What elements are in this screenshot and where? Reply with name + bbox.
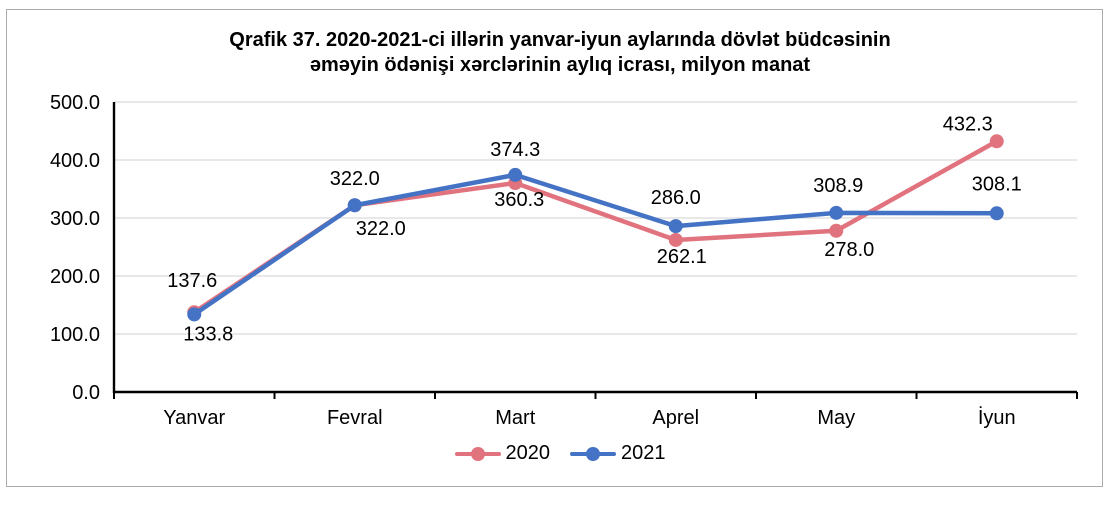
data-label-2020-Mart: 360.3 [494,189,544,211]
data-point-2021-İyun [989,206,1004,221]
legend-item-2021: 2021 [570,442,666,465]
x-tick-label: İyun [978,406,1016,429]
legend-line-2020-icon [454,446,501,461]
data-point-2021-May [829,205,844,220]
data-label-2021-May: 308.9 [813,175,863,197]
legend-label-2021: 2021 [621,442,666,464]
series-line-2020 [192,139,999,315]
data-label-2021-İyun: 308.1 [972,173,1022,195]
data-label-2021-Fevral: 322.0 [356,218,406,240]
x-tick-label: Aprel [652,407,699,429]
chart-frame [6,9,1103,487]
data-label-2020-Aprel: 262.1 [657,246,707,268]
data-label-2020-May: 278.0 [824,239,874,261]
y-tick-label: 0.0 [72,382,100,404]
data-label-2020-Yanvar: 137.6 [167,270,217,292]
data-point-2021-Mart [508,167,523,182]
legend-dot-2021-icon [586,446,600,461]
data-label-2021-Yanvar: 133.8 [183,323,233,345]
x-tick-label: Mart [495,407,535,429]
series-line-2021 [192,172,999,317]
chart-title-line2: əməyin ödənişi xərclərinin aylıq icrası,… [309,54,811,76]
x-tick-label: Fevral [327,407,383,429]
data-point-2021-Yanvar [187,307,202,322]
data-label-2021-Aprel: 286.0 [651,187,701,209]
data-point-2020-İyun [989,134,1004,149]
legend-dot-2020-icon [470,446,485,461]
legend-line-2021-icon [570,446,616,461]
legend-item-2020: 2020 [454,442,551,465]
y-tick-label: 200.0 [50,266,100,288]
data-label-2021-Mart: 374.3 [490,139,540,161]
y-tick-label: 500.0 [50,92,100,114]
legend-label-2020: 2020 [505,442,551,464]
data-point-2021-Fevral [347,198,362,213]
y-tick-label: 300.0 [50,208,100,230]
y-tick-label: 100.0 [50,324,100,346]
chart-title-line1: Qrafik 37. 2020-2021-ci illərin yanvar-i… [229,29,891,51]
data-point-2020-May [829,223,844,238]
y-tick-label: 400.0 [50,150,100,172]
chart-legend: 2020 2021 [0,442,1120,465]
data-point-2020-Aprel [668,232,683,247]
chart-title: Qrafik 37. 2020-2021-ci illərin yanvar-i… [0,28,1120,78]
x-tick-label: May [817,407,855,429]
data-label-2020-Fevral: 322.0 [330,168,380,190]
x-tick-label: Yanvar [163,407,225,429]
data-label-2020-İyun: 432.3 [943,113,993,135]
data-point-2021-Aprel [668,219,683,234]
